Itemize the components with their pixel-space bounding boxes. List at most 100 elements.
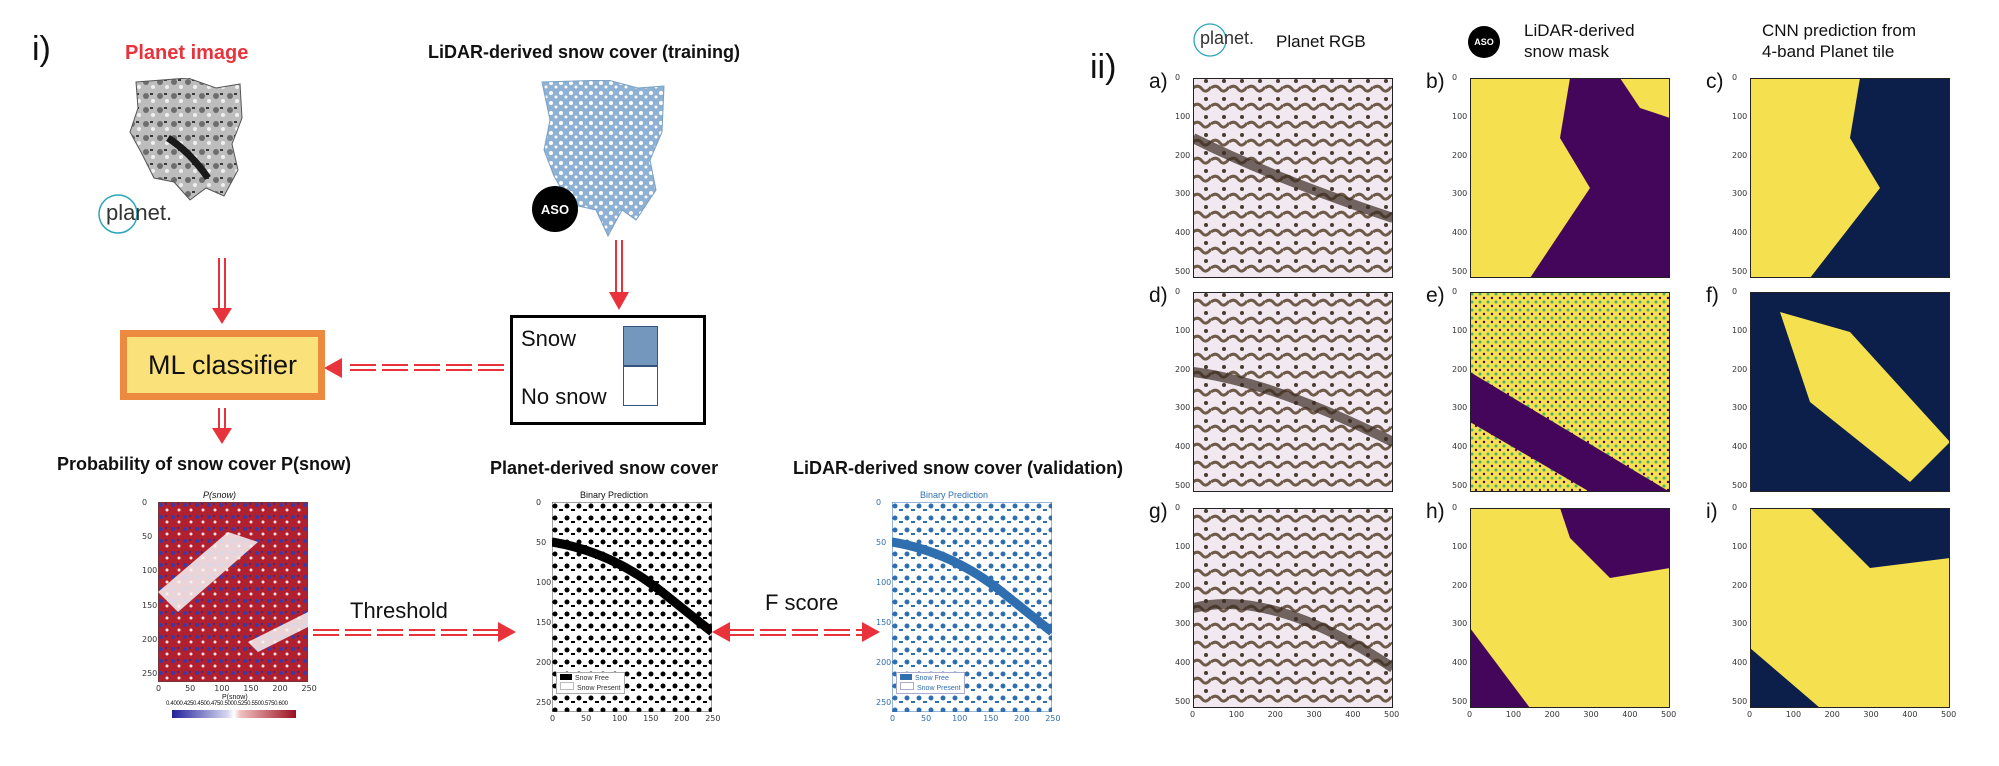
- fscore-label: F score: [765, 590, 839, 615]
- y-tick-label: 300: [1452, 619, 1468, 629]
- panel-image-c: [1750, 78, 1950, 278]
- y-tick-label: 100: [1175, 325, 1191, 335]
- y-tick-label: 0: [1452, 503, 1458, 512]
- aso-badge-i: ASO: [532, 186, 578, 232]
- y-tick-label: 500: [1452, 267, 1468, 276]
- aso-badge-text: ASO: [540, 201, 570, 217]
- y-tick-label: 500: [1175, 697, 1191, 706]
- lidar-binary-title: Binary Prediction: [920, 490, 989, 500]
- ml-classifier-box: ML classifier: [120, 330, 325, 400]
- probability-title: Probability of snow cover P(snow): [57, 454, 352, 474]
- prob-cbar-ticks: 0.4000.4250.4500.4750.5000.5250.5500.575…: [166, 701, 288, 707]
- planet-binary-legend: Snow Free Snow Present: [556, 672, 625, 694]
- y-tick-label: 200: [1175, 580, 1191, 590]
- planet-derived-title: Planet-derived snow cover: [490, 458, 719, 478]
- planet-image-title: Planet image: [125, 42, 249, 64]
- y-tick-label: 100: [1452, 325, 1468, 335]
- prob-y-tick: 0: [142, 498, 148, 507]
- planet-binary-x-tick: 150: [643, 714, 659, 723]
- y-tick-label: 300: [1175, 619, 1191, 629]
- lidar-binary-plot: Binary Prediction Snow Free Snow Present: [878, 488, 1058, 728]
- lidar-validation-title: LiDAR-derived snow cover (validation): [793, 458, 1124, 478]
- prob-y-tick: 150: [142, 600, 158, 610]
- lidar-binary-x-tick: 150: [983, 714, 999, 723]
- snow-legend-box: Snow No snow: [510, 315, 706, 425]
- lidar-training-title: LiDAR-derived snow cover (training): [428, 42, 741, 62]
- x-tick-label: 200: [1267, 710, 1283, 719]
- x-tick-label: 300: [1583, 710, 1599, 719]
- planet-binary-y-tick: 50: [536, 537, 547, 547]
- lidar-legend-snow-present: Snow Present: [917, 685, 961, 692]
- prob-x-tick: 0: [156, 684, 162, 693]
- aso-badge-ii: ASO: [1468, 26, 1500, 58]
- y-tick-label: 300: [1175, 189, 1191, 199]
- legend-no-snow-swatch: [623, 366, 658, 406]
- panel-letter-e: e): [1426, 284, 1445, 307]
- col-header-1-text: Planet RGB: [1276, 32, 1366, 51]
- x-tick-label: 0: [1190, 710, 1196, 719]
- aso-badge-ii-text: ASO: [1474, 37, 1494, 47]
- x-tick-label: 100: [1785, 710, 1802, 719]
- part-i-label: i): [32, 30, 51, 68]
- threshold-label: Threshold: [350, 598, 448, 623]
- y-tick-label: 100: [1452, 111, 1468, 121]
- lidar-binary-x-tick: 200: [1014, 714, 1030, 723]
- planet-logo-circle-icon-ii: [1193, 23, 1227, 57]
- x-tick-label: 0: [1747, 710, 1753, 719]
- y-tick-label: 400: [1732, 442, 1748, 452]
- planet-image-map: [129, 78, 243, 201]
- y-tick-label: 100: [1175, 111, 1191, 121]
- lidar-binary-legend: Snow Free Snow Present: [896, 672, 965, 694]
- planet-binary-y-tick: 0: [536, 498, 542, 507]
- y-tick-label: 100: [1175, 541, 1191, 551]
- panel-letter-h: h): [1426, 500, 1445, 523]
- y-tick-label: 400: [1452, 442, 1468, 452]
- x-tick-label: 500: [1384, 710, 1400, 719]
- part-ii-label: ii): [1090, 48, 1117, 86]
- x-tick-label: 400: [1902, 710, 1918, 719]
- planet-legend-snow-present: Snow Present: [577, 685, 621, 692]
- prob-y-tick: 50: [142, 532, 153, 542]
- lidar-binary-x-tick: 0: [890, 714, 896, 723]
- prob-x-tick: 150: [243, 684, 259, 693]
- prob-x-tick: 100: [214, 684, 230, 693]
- y-tick-label: 500: [1732, 481, 1748, 490]
- planet-binary-y-tick: 150: [536, 617, 552, 627]
- x-tick-label: 0: [1467, 710, 1473, 719]
- planet-binary-x-tick: 250: [705, 714, 721, 723]
- panel-letter-i: i): [1706, 500, 1718, 523]
- y-tick-label: 200: [1452, 364, 1468, 374]
- legend-snow-swatch: [623, 326, 658, 366]
- probability-image: [158, 502, 308, 682]
- panel-image-g: [1193, 508, 1393, 708]
- planet-binary-title: Binary Prediction: [580, 490, 649, 500]
- planet-logo-text: planet.: [106, 200, 173, 225]
- y-tick-label: 300: [1732, 403, 1748, 413]
- panel-image-f: [1750, 292, 1950, 492]
- lidar-binary-y-tick: 100: [876, 577, 892, 587]
- x-tick-label: 400: [1622, 710, 1638, 719]
- panel-image-a: [1193, 78, 1393, 278]
- x-tick-label: 400: [1345, 710, 1361, 719]
- y-tick-label: 400: [1175, 658, 1191, 668]
- y-tick-label: 0: [1452, 73, 1458, 82]
- panel-letter-d: d): [1149, 284, 1168, 307]
- x-tick-label: 500: [1941, 710, 1957, 719]
- lidar-binary-x-tick: 250: [1045, 714, 1061, 723]
- y-tick-label: 400: [1175, 442, 1191, 452]
- y-tick-label: 500: [1452, 481, 1468, 490]
- col-header-2-text: LiDAR-derived snow mask: [1524, 21, 1635, 61]
- y-tick-label: 300: [1452, 403, 1468, 413]
- y-tick-label: 400: [1452, 658, 1468, 668]
- panel-image-d: [1193, 292, 1393, 492]
- y-tick-label: 100: [1732, 541, 1748, 551]
- lidar-legend-snow-free: Snow Free: [915, 675, 949, 682]
- planet-logo: planet.: [96, 194, 206, 236]
- planet-binary-plot: Binary Prediction Snow Free Snow Present: [538, 488, 718, 728]
- panel-letter-b: b): [1426, 70, 1445, 93]
- lidar-binary-x-tick: 50: [921, 714, 932, 723]
- y-tick-label: 0: [1175, 503, 1181, 512]
- panel-image-e: [1470, 292, 1670, 492]
- y-tick-label: 100: [1452, 541, 1468, 551]
- prob-x-tick: 200: [272, 684, 288, 693]
